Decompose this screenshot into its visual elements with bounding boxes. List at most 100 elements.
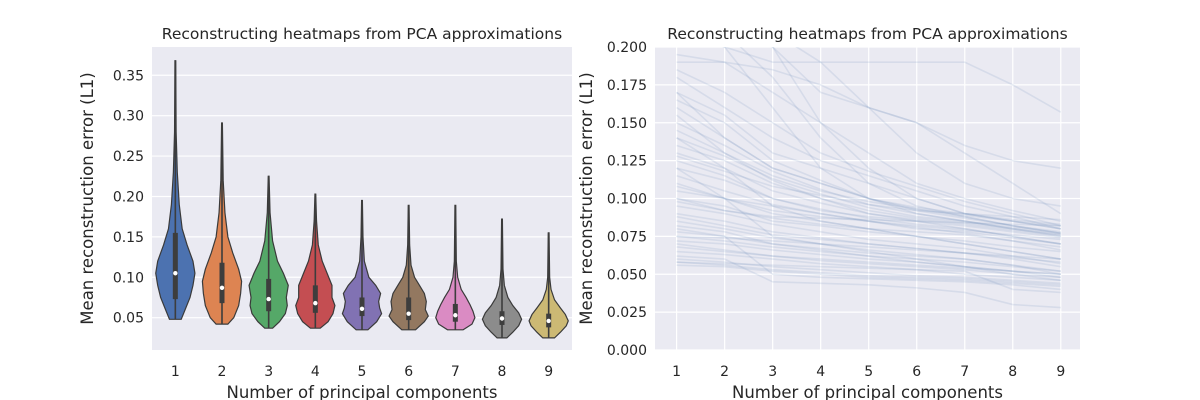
x-tick-label: 2 [720, 364, 729, 380]
x-tick-label: 5 [358, 364, 367, 380]
series-line [676, 215, 1061, 263]
series-line [676, 76, 1061, 230]
series-line [676, 235, 1061, 273]
violin-median-point [499, 316, 505, 321]
violin-plot-x-tick-labels: 1 2 3 4 5 6 7 8 9 [171, 364, 553, 380]
violin-median-point [219, 285, 225, 290]
line-plot-gridlines [655, 46, 1080, 351]
series-line [739, 47, 1061, 235]
line-plot-x-axis-label: Number of principal components [732, 383, 1003, 400]
series-line [676, 137, 1061, 235]
violin-median-point [266, 296, 271, 302]
violin-plot-x-axis-label: Number of principal components [227, 383, 498, 400]
line-plot-y-axis-label: Mean reconstruction error (L1) [577, 72, 596, 324]
y-tick-label: 0.025 [607, 305, 647, 321]
line-plot-panel: 0.000 0.025 0.050 0.075 0.100 0.125 0.150 0.175… [577, 25, 1080, 400]
y-tick-label: 0.000 [607, 343, 647, 359]
y-tick-label: 0.15 [113, 230, 144, 246]
x-tick-label: 9 [1056, 364, 1065, 380]
x-tick-label: 3 [264, 364, 273, 380]
series-line [676, 167, 1061, 276]
y-tick-label: 0.050 [607, 267, 647, 283]
y-tick-label: 0.150 [607, 116, 647, 132]
violin-plot-title: Reconstructing heatmaps from PCA approxi… [162, 25, 562, 43]
series-line [676, 220, 1061, 273]
series-line [676, 175, 1061, 251]
x-tick-label: 8 [498, 364, 507, 380]
y-tick-label: 0.125 [607, 154, 647, 170]
series-line [676, 261, 1061, 294]
series-line [676, 212, 1061, 268]
series-line [676, 224, 1061, 279]
series-line [676, 258, 1061, 285]
line-plot-x-tick-labels: 1 2 3 4 5 6 7 8 9 [672, 364, 1065, 380]
series-line [721, 47, 1062, 113]
series-line [676, 137, 1061, 260]
series-line [676, 243, 1061, 279]
series-line [676, 167, 1061, 245]
series-line [676, 106, 1061, 235]
x-tick-label: 4 [311, 364, 320, 380]
series-line [676, 91, 1061, 230]
violin-median-point [453, 313, 458, 318]
violin-plot-marks [155, 60, 569, 339]
x-tick-label: 1 [672, 364, 681, 380]
series-line [771, 47, 1061, 230]
y-tick-label: 0.200 [607, 40, 647, 56]
x-tick-label: 2 [218, 364, 227, 380]
series-line [771, 47, 1061, 169]
series-line [676, 182, 1061, 245]
y-tick-label: 0.30 [113, 109, 144, 125]
x-tick-label: 6 [404, 364, 413, 380]
x-tick-label: 3 [768, 364, 777, 380]
series-line [676, 61, 1061, 223]
y-tick-label: 0.10 [113, 270, 144, 286]
y-tick-label: 0.075 [607, 229, 647, 245]
series-line [676, 231, 1061, 276]
series-line [676, 197, 1061, 253]
x-tick-label: 6 [912, 364, 921, 380]
series-line [676, 205, 1061, 265]
series-line [676, 240, 1061, 282]
series-line [676, 197, 1061, 248]
violin-plot-panel: 0.05 0.10 0.15 0.20 0.25 0.30 0.35 1 2 3 4 5 6 7 8 9 R… [78, 25, 572, 400]
series-line [676, 235, 1061, 260]
series-line [795, 47, 1061, 207]
line-plot-title: Reconstructing heatmaps from PCA approxi… [667, 25, 1067, 43]
violin-plot-y-tick-labels: 0.05 0.10 0.15 0.20 0.25 0.30 0.35 [113, 68, 144, 326]
series-line [676, 144, 1061, 236]
series-line [676, 91, 1061, 226]
series-line [676, 122, 1061, 236]
line-plot-y-tick-labels: 0.000 0.025 0.050 0.075 0.100 0.125 0.150 0.175… [607, 40, 647, 359]
series-line [676, 250, 1061, 282]
y-tick-label: 0.20 [113, 189, 144, 205]
series-line [676, 53, 1062, 215]
violin-median-point [359, 306, 365, 311]
series-line [723, 47, 1061, 238]
series-line [676, 99, 1061, 233]
series-line [676, 255, 1061, 309]
y-tick-label: 0.25 [113, 149, 144, 165]
series-line [676, 246, 1061, 276]
series-line [676, 152, 1061, 238]
series-line [676, 69, 1061, 227]
y-tick-label: 0.05 [113, 311, 144, 327]
x-tick-label: 7 [960, 364, 969, 380]
series-line [676, 200, 1061, 227]
series-line [676, 261, 1061, 286]
series-line [676, 185, 1061, 241]
line-plot-marks [676, 47, 1062, 309]
series-line [676, 155, 1061, 221]
series-line [676, 264, 1061, 288]
x-tick-label: 4 [816, 364, 825, 380]
series-line [676, 228, 1061, 291]
violin-plot-y-axis-label: Mean reconstruction error (L1) [78, 72, 97, 324]
x-tick-label: 9 [544, 364, 553, 380]
x-tick-label: 8 [1008, 364, 1017, 380]
violin-median-point [173, 271, 178, 276]
series-line [676, 159, 1061, 239]
x-tick-label: 7 [451, 364, 460, 380]
y-tick-label: 0.35 [113, 68, 144, 84]
y-tick-label: 0.175 [607, 78, 647, 94]
